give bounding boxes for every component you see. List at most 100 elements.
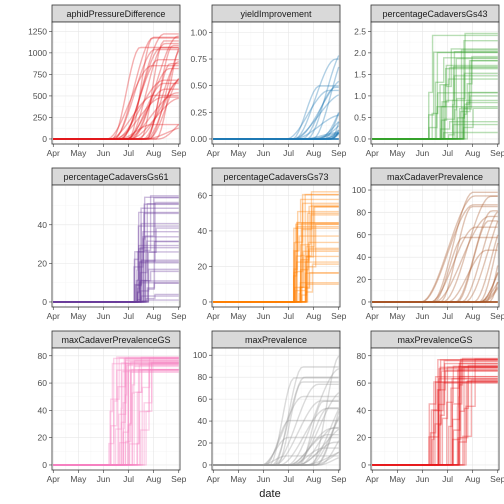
series-line xyxy=(213,210,339,303)
x-tick-label: Jun xyxy=(416,311,430,321)
series-line xyxy=(53,361,179,466)
x-tick-label: Sep xyxy=(171,148,186,158)
facet-title: aphidPressureDifference xyxy=(67,9,166,19)
series-line xyxy=(372,215,498,303)
series-line xyxy=(372,236,498,303)
series-line xyxy=(213,440,340,466)
x-tick-label: Jul xyxy=(442,474,453,484)
series-line xyxy=(372,365,498,466)
y-tick-label: 20 xyxy=(357,433,367,443)
y-tick-label: 0 xyxy=(42,297,47,307)
series-line xyxy=(213,86,339,140)
series-line xyxy=(53,362,179,466)
series-line xyxy=(213,441,339,466)
series-line xyxy=(213,193,339,303)
series-line xyxy=(213,263,339,303)
series-line xyxy=(53,295,179,303)
facet-maxCadaverPrevalenceGS: maxCadaverPrevalenceGS 0 20 40 60 80 Apr May Jun… xyxy=(38,330,187,484)
series-line xyxy=(372,370,498,466)
series-line xyxy=(372,64,498,140)
series-group xyxy=(372,32,498,140)
facet-title: maxCadaverPrevalence xyxy=(387,172,483,182)
x-tick-label: Apr xyxy=(366,474,379,484)
x-tick-label: Sep xyxy=(331,311,346,321)
y-axis: 0 250 500 750 1000 1250 xyxy=(28,26,52,144)
series-line xyxy=(53,368,179,466)
panel-border xyxy=(51,184,181,308)
series-line xyxy=(213,223,339,303)
x-tick-label: May xyxy=(230,474,247,484)
series-line xyxy=(53,81,179,140)
series-line xyxy=(213,418,340,466)
y-tick-label: 100 xyxy=(193,350,207,360)
series-line xyxy=(372,375,498,466)
series-line xyxy=(53,368,179,466)
x-axis: Apr May Jun Jul Aug Sep xyxy=(207,307,347,321)
series-line xyxy=(53,212,179,303)
series-line xyxy=(213,80,340,140)
series-line xyxy=(372,191,498,303)
x-tick-label: Jul xyxy=(442,311,453,321)
series-line xyxy=(372,55,498,140)
series-line xyxy=(53,47,180,140)
series-line xyxy=(53,360,179,466)
x-tick-label: May xyxy=(230,311,247,321)
series-line xyxy=(372,91,498,140)
x-tick-label: Jun xyxy=(416,148,430,158)
series-line xyxy=(213,392,340,466)
y-tick-label: 0 xyxy=(202,297,207,307)
x-tick-label: Jul xyxy=(283,311,294,321)
series-line xyxy=(53,371,179,466)
series-line xyxy=(372,288,499,303)
series-line xyxy=(53,46,179,140)
series-line xyxy=(53,236,179,303)
series-line xyxy=(372,273,499,303)
y-tick-label: 500 xyxy=(33,91,47,101)
series-group xyxy=(213,191,339,303)
y-tick-label: 20 xyxy=(198,261,208,271)
series-line xyxy=(53,33,179,140)
series-line xyxy=(53,361,179,466)
series-line xyxy=(53,357,179,466)
series-line xyxy=(213,447,339,466)
series-line xyxy=(213,451,340,466)
series-line xyxy=(213,241,339,303)
series-line xyxy=(53,363,179,466)
y-tick-label: 0.00 xyxy=(190,134,207,144)
x-tick-label: Aug xyxy=(146,311,161,321)
series-line xyxy=(53,369,179,466)
series-line xyxy=(372,265,499,303)
y-tick-label: 0.0 xyxy=(354,134,366,144)
series-line xyxy=(53,261,179,303)
series-line xyxy=(53,364,179,466)
series-line xyxy=(53,282,179,303)
series-line xyxy=(53,203,179,303)
y-tick-label: 750 xyxy=(33,69,47,79)
series-line xyxy=(213,122,340,140)
facet-title: maxPrevalence xyxy=(245,335,307,345)
series-line xyxy=(53,356,179,466)
series-line xyxy=(372,380,498,466)
x-tick-label: Jul xyxy=(123,474,134,484)
series-line xyxy=(53,67,179,140)
series-line xyxy=(53,259,179,303)
y-tick-label: 60 xyxy=(38,378,48,388)
y-tick-label: 60 xyxy=(198,190,208,200)
series-line xyxy=(372,366,498,466)
facet-percentageCadaversGs43: percentageCadaversGs43 0.0 0.5 1.0 1.5 2.0 2.5… xyxy=(354,4,504,158)
x-tick-label: Jun xyxy=(97,474,111,484)
x-axis: Apr May Jun Jul Aug Sep xyxy=(47,470,187,484)
x-axis: Apr May Jun Jul Aug Sep xyxy=(47,144,187,158)
series-line xyxy=(372,281,499,303)
series-line xyxy=(53,96,179,140)
x-tick-label: Apr xyxy=(47,311,60,321)
series-line xyxy=(213,132,340,140)
y-tick-label: 80 xyxy=(198,372,208,382)
series-line xyxy=(213,204,339,303)
facet-maxCadaverPrevalence: maxCadaverPrevalence 0 20 40 60 80 100 Apr May Ju… xyxy=(352,167,504,321)
series-group xyxy=(53,33,180,140)
series-line xyxy=(53,94,179,140)
series-group xyxy=(213,55,340,140)
x-tick-label: Apr xyxy=(366,311,379,321)
